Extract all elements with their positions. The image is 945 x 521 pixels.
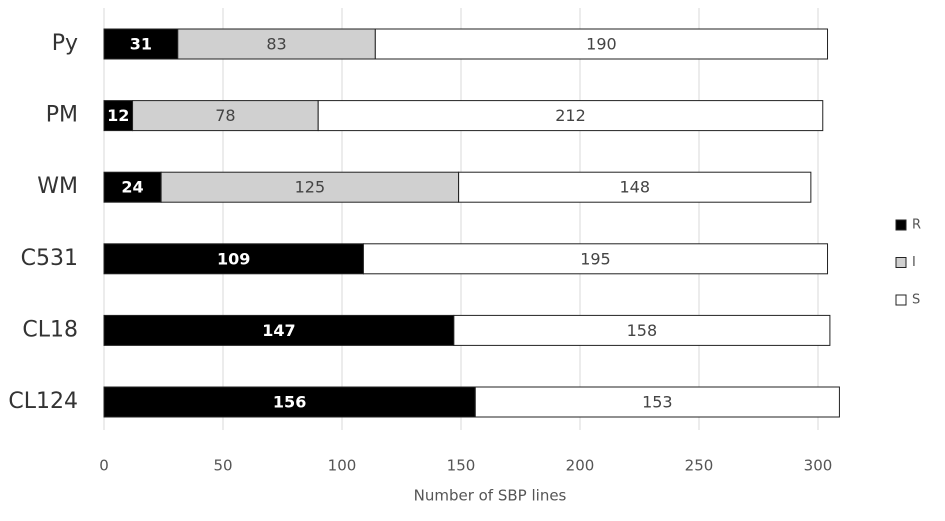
category-label: PM: [46, 103, 78, 128]
data-label: 83: [266, 35, 286, 54]
legend-swatch: [895, 294, 907, 306]
legend-swatch: [895, 219, 907, 231]
data-label: 109: [217, 249, 250, 268]
data-label: 158: [627, 321, 658, 340]
bar-segment: [103, 386, 476, 418]
bar-segment: [132, 100, 319, 132]
bar-segment: [317, 100, 824, 132]
bar-segment: [103, 28, 179, 60]
legend-label: I: [912, 255, 916, 270]
data-label: 190: [586, 35, 617, 54]
bar-segment: [177, 28, 376, 60]
category-label: C531: [21, 246, 78, 271]
legend-label: S: [912, 293, 920, 308]
legend-label: R: [912, 218, 921, 233]
bar-segment: [453, 314, 831, 346]
category-label: WM: [37, 174, 78, 199]
data-label: 156: [273, 393, 306, 412]
category-label: CL124: [8, 389, 78, 414]
legend-swatch: [895, 257, 907, 268]
bar-segment: [458, 171, 812, 203]
bar-segment: [103, 100, 134, 132]
bar-segment: [374, 28, 829, 60]
category-label: CL18: [22, 317, 78, 342]
data-label: 147: [262, 321, 295, 340]
x-tick-label: 50: [213, 457, 232, 475]
data-label: 24: [121, 178, 143, 197]
data-label: 12: [107, 106, 129, 125]
data-label: 148: [619, 178, 650, 197]
x-tick-label: 150: [447, 457, 476, 475]
data-label: 125: [295, 178, 326, 197]
x-tick-label: 250: [685, 457, 714, 475]
bar-segment: [362, 243, 829, 275]
x-tick-label: 200: [566, 457, 595, 475]
x-axis-label: Number of SBP lines: [414, 487, 567, 505]
x-tick-label: 300: [804, 457, 833, 475]
data-label: 31: [130, 35, 152, 54]
category-label: Py: [52, 31, 78, 56]
data-label: 195: [580, 249, 611, 268]
x-tick-label: 100: [328, 457, 357, 475]
bar-segment: [103, 314, 455, 346]
data-label: 212: [555, 106, 586, 125]
data-label: 78: [215, 106, 235, 125]
x-tick-label: 0: [99, 457, 109, 475]
bar-segment: [474, 386, 840, 418]
data-label: 153: [642, 393, 673, 412]
